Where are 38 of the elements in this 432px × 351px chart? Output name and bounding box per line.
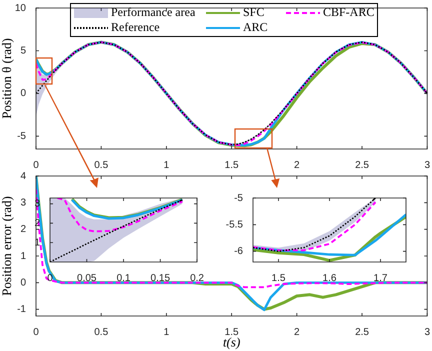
x-tick-label: 0.5 xyxy=(94,326,109,338)
legend-label: SFC xyxy=(243,5,264,20)
x-tick-label: 3 xyxy=(424,160,430,171)
x-tick-label: 1.5 xyxy=(272,272,286,284)
x-tick-label: 2 xyxy=(294,160,300,171)
x-tick-label: 1 xyxy=(164,326,170,338)
y-axis-title: Position error (rad) xyxy=(0,196,14,296)
legend-label: CBF-ARC xyxy=(323,5,374,20)
y-tick-label: 5 xyxy=(20,45,26,56)
legend-label: ARC xyxy=(243,20,268,35)
x-tick-label: 3 xyxy=(424,326,430,338)
y-tick-label: 1 xyxy=(20,250,26,262)
annotation: Performance area xyxy=(111,5,196,20)
y-tick-label: -1 xyxy=(17,304,26,316)
x-tick-label: 0.2 xyxy=(190,272,204,284)
x-tick-label: 2.5 xyxy=(355,160,370,171)
x-tick-label: 0.5 xyxy=(94,160,109,171)
x-tick-label: 1.5 xyxy=(224,160,239,171)
legend-label: Reference xyxy=(111,20,160,35)
x-tick-label: 0.15 xyxy=(150,272,170,284)
x-tick-label: 0.1 xyxy=(116,272,131,284)
x-tick-label: 0.05 xyxy=(77,272,97,284)
y-tick-label: 2 xyxy=(34,218,40,229)
y-tick-label: -6 xyxy=(234,246,244,258)
y-tick-label: 2 xyxy=(20,224,26,236)
y-tick-label: -5 xyxy=(234,192,244,204)
x-tick-label: 1.6 xyxy=(322,272,337,284)
y-tick-label: -5.5 xyxy=(226,219,244,230)
x-tick-label: 1 xyxy=(164,160,170,171)
x-tick-label: 1.7 xyxy=(374,272,388,284)
y-tick-label: 3 xyxy=(20,197,26,208)
x-tick-label: 2 xyxy=(294,326,300,338)
x-tick-label: 2.5 xyxy=(355,326,370,338)
y-axis-title: Position θ (rad) xyxy=(0,38,14,119)
y-tick-label: 10 xyxy=(14,2,26,14)
y-tick-label: 0 xyxy=(20,88,26,100)
y-tick-label: -5 xyxy=(17,130,26,142)
y-tick-label: 4 xyxy=(20,170,26,182)
